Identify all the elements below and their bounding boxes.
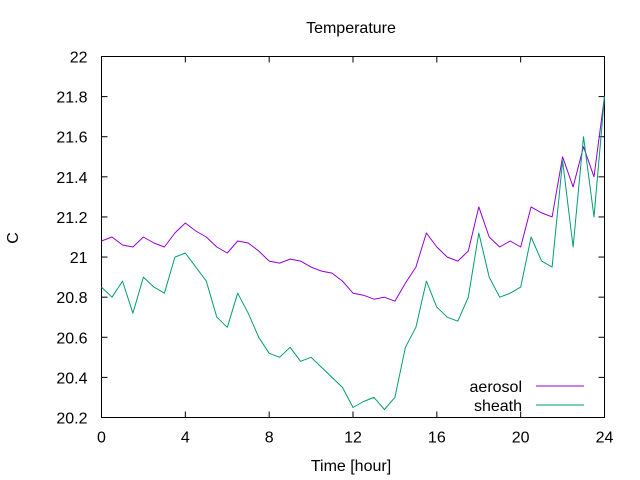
y-tick-label: 20.2 bbox=[56, 411, 87, 428]
x-tick-label: 4 bbox=[181, 430, 190, 447]
series-line-aerosol bbox=[101, 96, 605, 302]
y-tick-label: 20.8 bbox=[56, 290, 87, 307]
plot-area-frame bbox=[101, 56, 605, 418]
x-tick-label: 0 bbox=[97, 430, 106, 447]
y-tick-label: 20.6 bbox=[56, 330, 87, 347]
x-tick-label: 8 bbox=[265, 430, 274, 447]
y-tick-label: 21.2 bbox=[56, 210, 87, 227]
x-axis-label: Time [hour] bbox=[311, 458, 391, 475]
legend-label-sheath: sheath bbox=[474, 398, 522, 415]
legend: aerosol sheath bbox=[470, 379, 584, 415]
x-tick-label: 24 bbox=[596, 430, 614, 447]
y-tick-label: 20.4 bbox=[56, 370, 87, 387]
x-axis: 0 4 8 12 16 20 24 bbox=[97, 56, 614, 447]
legend-label-aerosol: aerosol bbox=[470, 379, 522, 396]
x-tick-label: 16 bbox=[428, 430, 446, 447]
y-tick-label: 21 bbox=[70, 250, 88, 267]
series-line-sheath bbox=[101, 96, 605, 410]
x-tick-label: 12 bbox=[344, 430, 362, 447]
y-axis-label: C bbox=[5, 232, 22, 244]
y-tick-label: 21.8 bbox=[56, 90, 87, 107]
x-tick-label: 20 bbox=[512, 430, 530, 447]
chart-title: Temperature bbox=[306, 20, 396, 37]
y-tick-label: 21.6 bbox=[56, 130, 87, 147]
series-layer bbox=[101, 96, 605, 410]
y-tick-label: 21.4 bbox=[56, 170, 87, 187]
y-tick-label: 22 bbox=[70, 50, 88, 67]
y-axis: 20.2 20.4 20.6 20.8 21 21.2 21.4 21.6 21.8 22 bbox=[56, 50, 605, 428]
